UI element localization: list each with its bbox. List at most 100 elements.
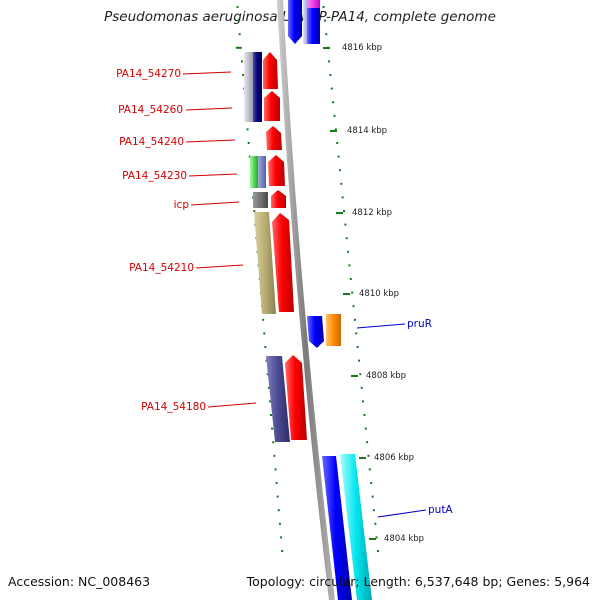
scale-label: 4808 kbp [366,371,406,381]
scale-tick [353,318,356,321]
gene-label: icp [174,199,190,211]
scale-tick [340,182,343,185]
scale-label: 4814 kbp [347,126,387,136]
scale-tick [274,468,277,471]
scale-tick [248,155,251,158]
scale-tick [377,550,379,552]
scale-tick [281,550,284,552]
scale-labels: 4816 kbp 4814 kbp 4812 kbp 4810 kbp 4808… [342,43,424,544]
scale-tick [336,212,343,214]
scale-tick [348,264,351,267]
gene-label: PA14_54260 [118,104,183,116]
scale-tick [235,46,242,49]
scale-tick [238,33,241,36]
genome-summary-text: Topology: circular; Length: 6,537,648 bp… [246,574,590,589]
scale-tick [356,346,359,348]
scale-tick [236,6,239,8]
scale-tick [323,47,330,49]
scale-tick [363,414,366,416]
scale-tick [276,495,279,498]
scale-tick [246,128,249,131]
gene-pruR [326,314,341,346]
scale-tick [344,223,347,226]
gene-feature-navy [253,52,262,122]
scale-tick [351,375,358,377]
scale-tick [275,482,278,484]
scale-tick [375,536,378,539]
scale-tick [347,250,350,253]
scale-tick [330,87,333,90]
scale-tick [333,114,336,117]
scale-tick [366,441,369,444]
scale-tick [237,19,240,22]
scale-tick [337,155,340,158]
scale-tick [247,142,250,144]
gene-feature-forward [271,190,286,208]
gene-label: PA14_54270 [116,68,181,80]
scale-tick [329,74,332,76]
scale-tick [268,400,271,403]
scale-tick [324,19,326,22]
scale-label: 4816 kbp [342,43,382,53]
gene-feature-forward [285,355,307,440]
scale-label: 4812 kbp [352,208,392,218]
scale-tick [273,454,276,457]
scale-tick [325,33,328,36]
scale-tick [262,318,265,321]
gene-label: PA14_54210 [129,262,194,274]
scale-tick [368,468,371,471]
scale-tick [352,305,355,308]
scale-tick [270,414,272,416]
gene-feature-reverse [307,8,320,44]
gene-feature-green [250,156,258,188]
scale-tick [349,278,352,280]
gene-PA14_54240 [266,126,282,150]
gene-labels-right: pruR putA [407,318,453,516]
genome-backbone [277,0,335,600]
scale-tick [277,509,280,512]
scale-label: 4804 kbp [384,534,424,544]
scale-tick [278,522,281,525]
scale-tick [355,332,358,335]
scale-tick [334,128,337,131]
gene-feature-forward [272,213,294,312]
gene-putA [340,454,372,600]
accession-text: Accession: NC_008463 [8,574,151,589]
gene-feature-lavender [303,0,307,44]
gene-label: pruR [407,318,432,330]
gene-PA14_54230 [268,155,285,186]
gene-feature-gray [244,52,253,122]
scale-tick [371,495,374,498]
scale-label: 4810 kbp [359,289,399,299]
scale-tick [343,210,345,212]
gene-PA14_54270 [263,52,278,89]
scale-tick [367,454,370,457]
scale-tick [328,60,330,63]
scale-tick [364,427,367,430]
scale-tick [263,332,266,335]
gene-feature-reverse [307,316,324,348]
scale-tick [272,441,275,444]
scale-tick [372,509,375,512]
gene-label: putA [428,504,453,516]
scale-tick [345,237,348,240]
scale-tick [359,457,366,459]
scale-tick [264,346,267,348]
scale-tick [360,386,363,389]
scale-tick [374,522,377,525]
gene-PA14_54180 [266,356,290,442]
scale-tick [351,291,354,294]
scale-tick [338,169,341,172]
scale-tick [322,6,325,8]
scale-tick [369,538,376,540]
scale-tick [370,482,373,484]
scale-tick [253,210,256,212]
scale-tick [332,101,335,104]
scale-label: 4806 kbp [374,453,414,463]
gene-PA14_54210 [254,212,276,314]
scale-tick [358,359,360,362]
label-leader-lines [182,71,427,518]
scale-tick [336,142,339,144]
scale-tick [280,536,283,539]
gene-label: PA14_54230 [122,170,187,182]
